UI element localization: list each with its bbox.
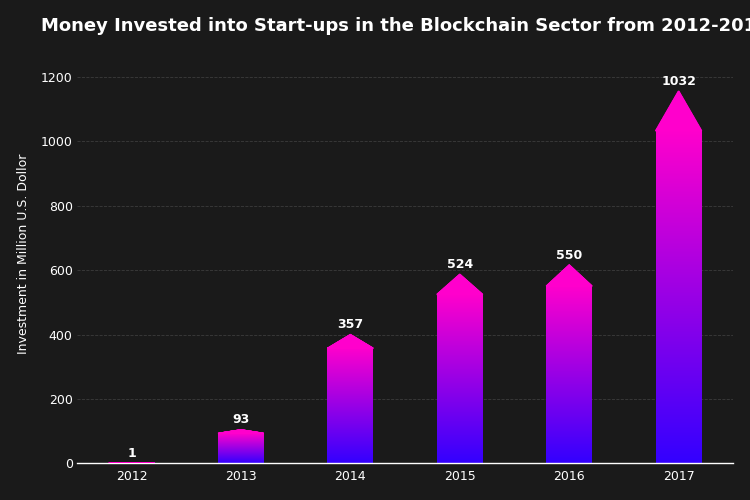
Polygon shape xyxy=(672,102,686,103)
Polygon shape xyxy=(677,92,680,94)
Text: 524: 524 xyxy=(447,258,473,271)
Polygon shape xyxy=(678,91,679,92)
Polygon shape xyxy=(667,111,691,112)
Polygon shape xyxy=(664,115,693,116)
Polygon shape xyxy=(675,96,682,98)
Polygon shape xyxy=(658,126,699,127)
Title: Money Invested into Start-ups in the Blockchain Sector from 2012-2017: Money Invested into Start-ups in the Blo… xyxy=(41,16,750,34)
Text: 1: 1 xyxy=(128,446,136,460)
Polygon shape xyxy=(664,114,692,115)
Polygon shape xyxy=(662,120,696,122)
Polygon shape xyxy=(674,99,684,100)
Polygon shape xyxy=(674,98,683,99)
Y-axis label: Investment in Million U.S. Dollor: Investment in Million U.S. Dollor xyxy=(16,154,30,354)
Polygon shape xyxy=(673,100,685,102)
Text: 93: 93 xyxy=(232,414,250,426)
Polygon shape xyxy=(662,118,694,119)
Polygon shape xyxy=(669,107,688,108)
Polygon shape xyxy=(668,110,690,111)
Polygon shape xyxy=(666,112,692,114)
Text: 550: 550 xyxy=(556,248,582,262)
Polygon shape xyxy=(662,119,695,120)
Polygon shape xyxy=(671,103,686,104)
Polygon shape xyxy=(670,104,687,106)
Polygon shape xyxy=(660,123,698,124)
Polygon shape xyxy=(676,94,681,95)
Polygon shape xyxy=(658,127,700,128)
Polygon shape xyxy=(670,106,688,107)
Polygon shape xyxy=(656,130,701,131)
Polygon shape xyxy=(658,124,698,126)
Text: 1032: 1032 xyxy=(662,74,696,88)
Text: 357: 357 xyxy=(338,318,364,331)
Polygon shape xyxy=(668,108,689,110)
Polygon shape xyxy=(656,128,700,130)
Polygon shape xyxy=(664,116,694,117)
Polygon shape xyxy=(676,95,682,96)
Polygon shape xyxy=(660,122,697,123)
